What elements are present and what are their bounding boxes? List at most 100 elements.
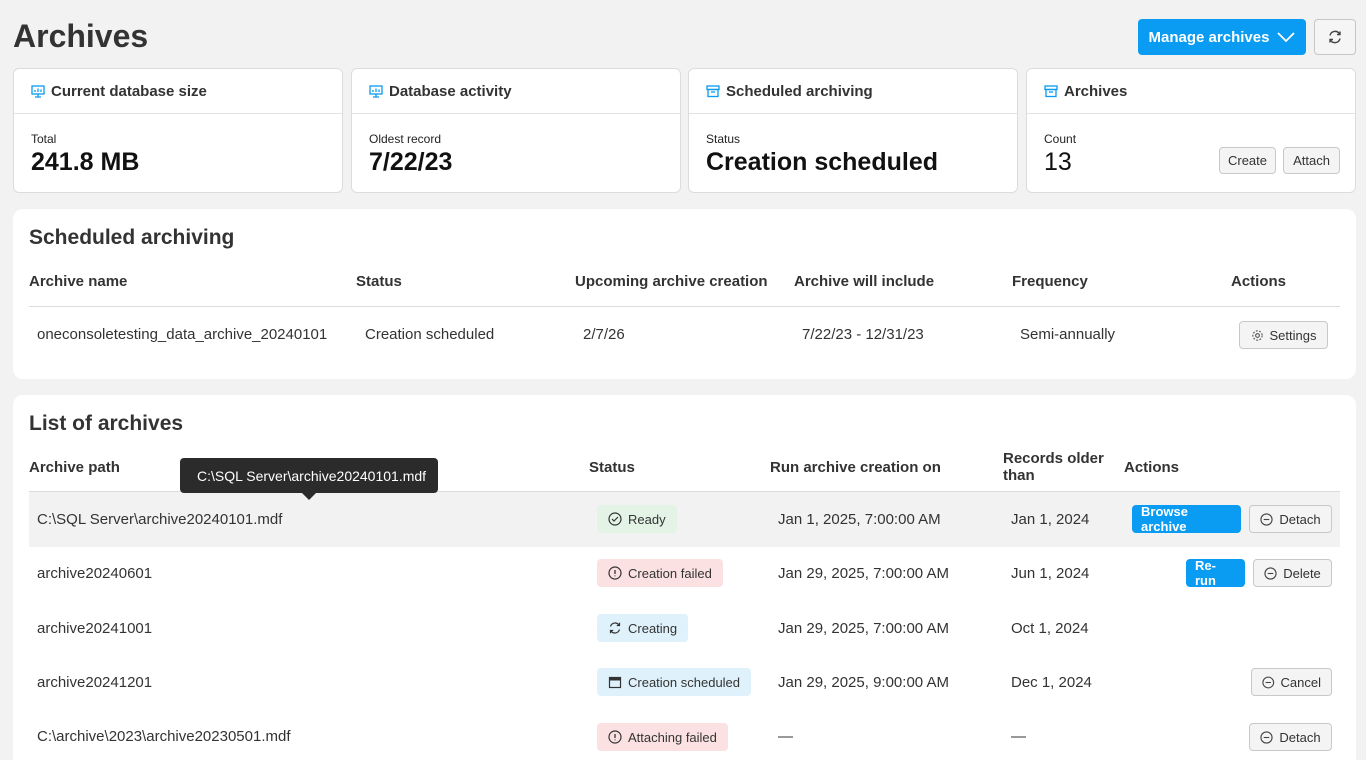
card-value: 241.8 MB [31, 148, 140, 176]
archive-path-cell[interactable]: C:\SQL Server\archive20240101.mdf [37, 511, 283, 528]
table-row[interactable] [29, 492, 1340, 547]
run-cell: Jan 29, 2025, 7:00:00 AM [778, 565, 949, 582]
detach-button[interactable]: Detach [1249, 505, 1332, 533]
status-badge: Attaching failed [597, 723, 728, 751]
manage-archives-label: Manage archives [1148, 28, 1270, 46]
detach-label: Detach [1279, 511, 1321, 527]
archive-path-cell[interactable]: archive20241201 [37, 674, 153, 691]
records-cell: Jun 1, 2024 [1011, 565, 1090, 582]
column-header-path: Archive path [29, 459, 120, 476]
rerun-button[interactable]: Re-run [1186, 558, 1245, 588]
status-badge: Creation failed [597, 559, 723, 587]
run-cell: Jan 29, 2025, 7:00:00 AM [778, 620, 949, 637]
status-badge: Ready [597, 505, 677, 533]
include-cell: 7/22/23 - 12/31/23 [802, 326, 924, 343]
status-badge-label: Creation scheduled [628, 674, 741, 690]
status-badge-label: Attaching failed [628, 729, 717, 745]
scheduled-archiving-panel: Scheduled archiving Archive name Status … [13, 209, 1356, 379]
manage-archives-button[interactable]: Manage archives [1138, 19, 1306, 55]
minus-circle-icon [1264, 566, 1277, 580]
minus-circle-icon [1262, 676, 1275, 688]
archive-box-icon [1044, 85, 1058, 98]
attach-button[interactable]: Attach [1283, 147, 1340, 174]
records-header-line: than [1003, 467, 1035, 484]
archive-path-cell[interactable]: archive20240601 [37, 565, 153, 582]
card-value: 7/22/23 [369, 148, 453, 176]
minus-circle-icon [1260, 730, 1274, 744]
card-value: Creation scheduled [706, 148, 938, 176]
settings-label: Settings [1269, 327, 1317, 343]
refresh-button[interactable] [1314, 19, 1356, 55]
refresh-icon [609, 622, 621, 634]
card-title: Database activity [389, 82, 512, 100]
cancel-label: Cancel [1280, 674, 1321, 690]
column-header-run: Run archive creation on [770, 459, 941, 476]
column-header-records: Records older than [1003, 450, 1104, 484]
database-size-card: Current database size Total 241.8 MB [13, 68, 343, 193]
column-header-upcoming: Upcoming archive creation [575, 273, 768, 290]
scheduled-archiving-card: Scheduled archiving Status Creation sche… [688, 68, 1018, 193]
column-header-actions: Actions [1231, 273, 1287, 290]
cancel-button[interactable]: Cancel [1251, 668, 1332, 696]
column-header-status: Status [589, 459, 635, 476]
detach-label: Detach [1279, 729, 1321, 745]
delete-label: Delete [1283, 565, 1321, 581]
card-value: 13 [1044, 148, 1072, 176]
archive-name-cell: oneconsoletesting_data_archive_20240101 [37, 326, 328, 343]
frequency-cell: Semi-annually [1020, 326, 1116, 343]
archive-path-cell[interactable]: C:\archive\2023\archive20230501.mdf [37, 728, 291, 745]
column-header-status: Status [356, 273, 402, 290]
page-title: Archives [13, 18, 149, 54]
panel-title: Scheduled archiving [29, 226, 235, 249]
create-button[interactable]: Create [1219, 147, 1276, 174]
records-cell: Jan 1, 2024 [1011, 511, 1090, 528]
alert-circle-icon [608, 730, 622, 744]
browse-archive-button[interactable]: Browse archive [1132, 504, 1241, 534]
archive-path-cell[interactable]: archive20241001 [37, 620, 153, 637]
status-cell: Creation scheduled [365, 326, 495, 343]
panel-title: List of archives [29, 412, 184, 435]
alert-circle-icon [608, 566, 622, 580]
presentation-chart-icon [31, 85, 45, 98]
archive-box-icon [706, 85, 720, 98]
records-cell: Oct 1, 2024 [1011, 620, 1089, 637]
check-circle-icon [608, 512, 622, 526]
divider [29, 491, 1340, 492]
card-title: Current database size [51, 82, 207, 100]
records-cell: Dec 1, 2024 [1011, 674, 1092, 691]
delete-button[interactable]: Delete [1253, 559, 1332, 587]
tooltip-arrow [302, 493, 316, 500]
divider [29, 306, 1340, 307]
card-title: Archives [1064, 82, 1128, 100]
presentation-chart-icon [369, 85, 383, 98]
status-badge-label: Ready [628, 511, 666, 527]
column-header-archive-name: Archive name [29, 273, 128, 290]
calendar-icon [608, 676, 622, 689]
column-header-include: Archive will include [794, 273, 935, 290]
column-header-actions: Actions [1124, 459, 1180, 476]
records-header-line: Records older [1003, 450, 1104, 467]
settings-button[interactable]: Settings [1239, 321, 1328, 349]
card-label: Total [31, 132, 57, 146]
gear-icon [1251, 329, 1263, 341]
run-cell: Jan 29, 2025, 9:00:00 AM [778, 674, 949, 691]
minus-circle-icon [1260, 512, 1274, 526]
card-label: Oldest record [369, 132, 442, 146]
status-badge-label: Creating [628, 620, 678, 636]
status-badge: Creation scheduled [597, 668, 752, 696]
refresh-icon [1329, 30, 1341, 44]
status-badge-label: Creation failed [628, 565, 712, 581]
database-activity-card: Database activity Oldest record 7/22/23 [351, 68, 681, 193]
archives-count-card: Archives Count 13 Create Attach [1026, 68, 1356, 193]
records-cell: — [1011, 728, 1026, 745]
upcoming-cell: 2/7/26 [583, 326, 625, 343]
detach-button[interactable]: Detach [1249, 723, 1332, 751]
archives-list-panel: List of archives Archive path Status Run… [13, 395, 1356, 760]
card-label: Status [706, 132, 741, 146]
card-label: Count [1044, 132, 1077, 146]
card-title: Scheduled archiving [726, 82, 873, 100]
status-badge: Creating [597, 614, 689, 642]
chevron-down-icon [1277, 32, 1296, 43]
path-tooltip: C:\SQL Server\archive20240101.mdf [180, 458, 438, 493]
run-cell: — [778, 728, 793, 745]
